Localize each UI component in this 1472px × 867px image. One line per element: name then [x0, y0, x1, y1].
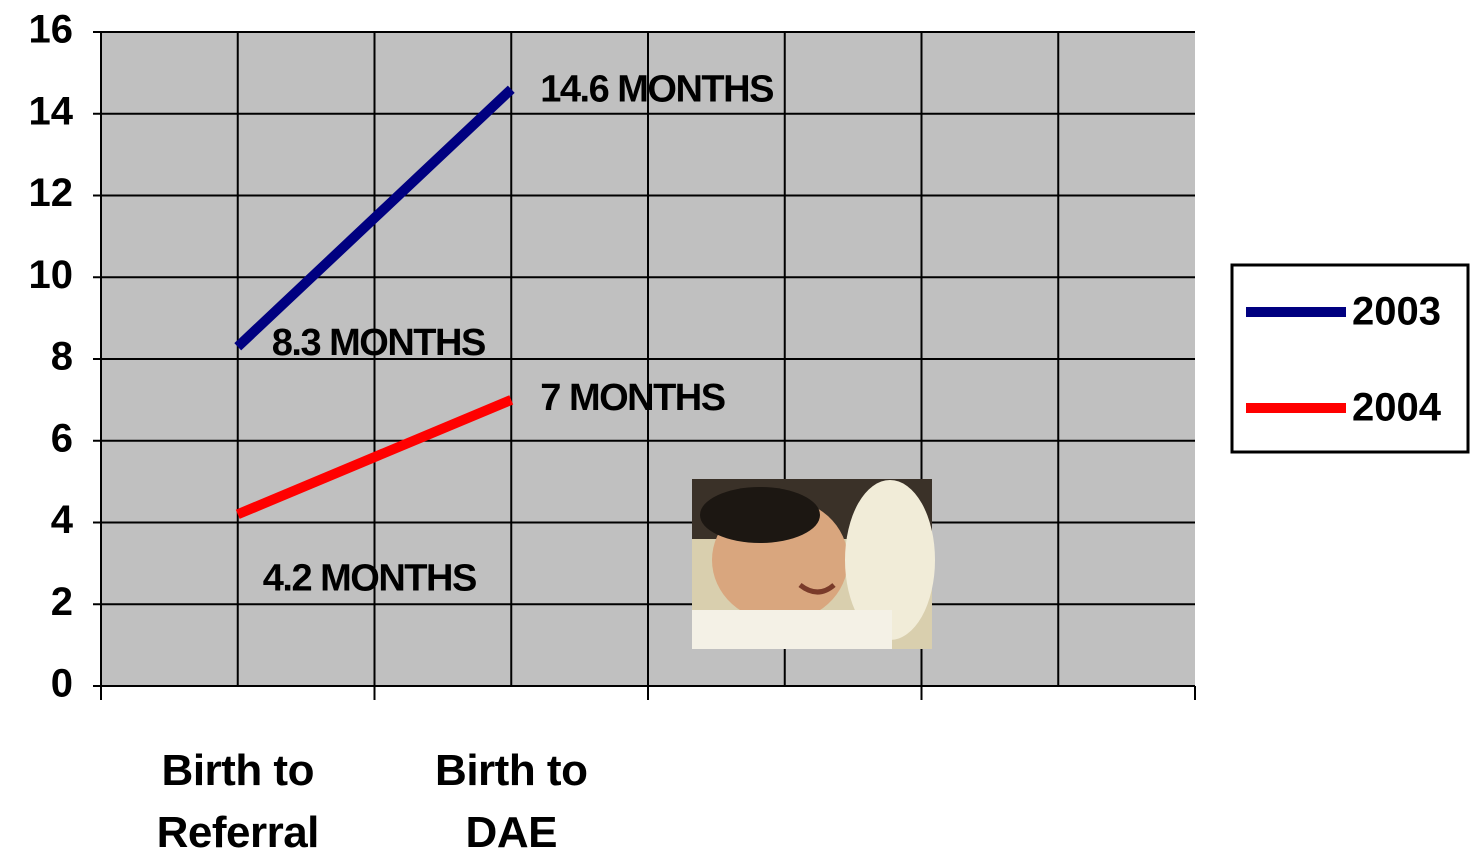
y-tick-label: 2: [51, 580, 73, 624]
data-label: 14.6 MONTHS: [540, 68, 773, 110]
x-tick-label: Birth to DAE: [401, 740, 621, 864]
photo: [692, 479, 935, 649]
y-tick-label: 14: [29, 89, 74, 133]
data-label: 7 MONTHS: [540, 377, 725, 419]
y-tick-label: 10: [29, 253, 74, 297]
x-tick-label: Birth to Referral: [128, 740, 348, 864]
y-tick-label: 4: [51, 498, 74, 542]
y-tick-label: 12: [29, 171, 74, 215]
y-tick-label: 0: [51, 662, 73, 706]
y-tick-label: 8: [51, 335, 73, 379]
page: {"chart_data": {"type": "line", "categor…: [0, 0, 1472, 867]
y-tick-label: 6: [51, 416, 73, 460]
y-tick-label: 16: [29, 8, 74, 52]
chart: 0 2 4 6 8 10 12 14 16 8.3 MONTHS 14.6 MONTHS 2003 4.…: [0, 0, 1472, 867]
data-label: 8.3 MONTHS: [272, 322, 485, 364]
data-label: 4.2 MONTHS: [263, 557, 476, 599]
legend-label: 2003: [1352, 290, 1441, 334]
legend-label: 2004: [1352, 386, 1442, 430]
